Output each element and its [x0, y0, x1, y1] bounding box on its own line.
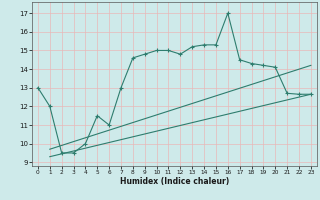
X-axis label: Humidex (Indice chaleur): Humidex (Indice chaleur) — [120, 177, 229, 186]
